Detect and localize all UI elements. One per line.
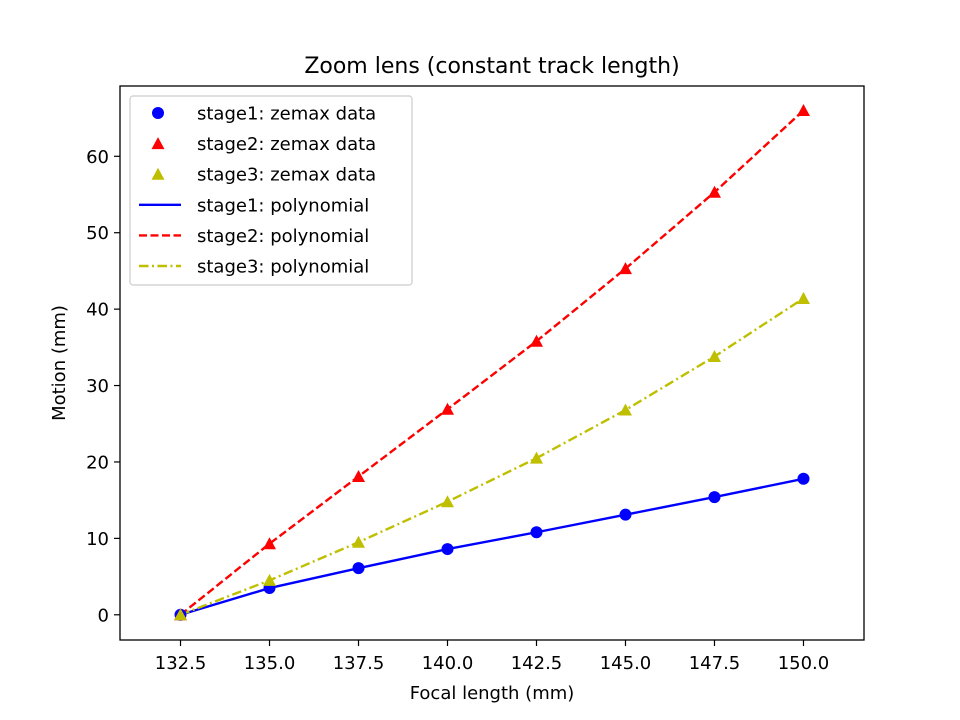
x-axis-label: Focal length (mm) bbox=[410, 683, 575, 704]
legend-marker bbox=[151, 167, 165, 180]
chart-title: Zoom lens (constant track length) bbox=[304, 54, 679, 79]
legend-items: stage1: zemax data stage2: zemax data stag… bbox=[139, 104, 376, 278]
legend-label: stage2: polynomial bbox=[197, 226, 369, 247]
plot-area bbox=[119, 85, 865, 641]
legend-marker bbox=[151, 137, 165, 150]
series-line bbox=[180, 297, 805, 616]
legend-label: stage3: zemax data bbox=[197, 165, 376, 186]
x-tick-label: 142.5 bbox=[511, 653, 563, 674]
axes-frame bbox=[119, 85, 865, 641]
legend-marker bbox=[152, 107, 164, 119]
data-point bbox=[618, 403, 632, 416]
y-axis-label: Motion (mm) bbox=[49, 305, 70, 421]
data-point bbox=[352, 535, 366, 548]
y-axis-ticks: 0 10 20 30 40 50 60 bbox=[86, 147, 120, 626]
data-point bbox=[441, 495, 455, 508]
y-tick-label: 30 bbox=[86, 376, 109, 397]
legend: stage1: zemax data stage2: zemax data stag… bbox=[129, 95, 413, 286]
data-point bbox=[174, 608, 188, 621]
x-tick-label: 140.0 bbox=[422, 653, 474, 674]
data-point bbox=[441, 543, 454, 556]
y-tick-label: 50 bbox=[86, 223, 109, 244]
legend-label: stage2: zemax data bbox=[197, 134, 376, 155]
y-tick-label: 10 bbox=[86, 529, 109, 550]
series-line bbox=[180, 477, 804, 616]
data-point bbox=[707, 350, 721, 363]
data-point bbox=[263, 537, 277, 550]
x-tick-label: 145.0 bbox=[600, 653, 652, 674]
legend-label: stage1: zemax data bbox=[197, 104, 376, 125]
x-axis-ticks: 132.5 135.0 137.5 140.0 142.5 145.0 147.5 150.0 bbox=[155, 640, 829, 674]
data-point bbox=[618, 262, 632, 275]
x-tick-label: 137.5 bbox=[333, 653, 385, 674]
x-tick-label: 147.5 bbox=[689, 653, 741, 674]
legend-label: stage1: polynomial bbox=[197, 195, 369, 216]
data-point bbox=[529, 451, 543, 464]
series-line bbox=[179, 109, 805, 616]
y-tick-label: 60 bbox=[86, 147, 109, 168]
data-point bbox=[796, 103, 810, 116]
series-layer bbox=[174, 103, 810, 621]
data-point bbox=[352, 469, 366, 482]
x-tick-label: 150.0 bbox=[778, 653, 830, 674]
data-point bbox=[352, 562, 365, 575]
y-tick-label: 20 bbox=[86, 452, 109, 473]
data-point bbox=[707, 185, 721, 198]
y-tick-label: 0 bbox=[98, 605, 109, 626]
x-tick-label: 132.5 bbox=[155, 653, 207, 674]
x-tick-label: 135.0 bbox=[244, 653, 296, 674]
y-tick-label: 40 bbox=[86, 300, 109, 321]
data-point bbox=[530, 526, 543, 539]
data-point bbox=[619, 508, 632, 521]
data-point bbox=[708, 491, 721, 504]
data-point bbox=[263, 573, 277, 586]
data-point bbox=[797, 472, 810, 485]
data-point bbox=[529, 334, 543, 347]
legend-label: stage3: polynomial bbox=[197, 257, 369, 278]
legend-box bbox=[129, 95, 413, 286]
data-point bbox=[796, 291, 810, 304]
data-point bbox=[441, 402, 455, 415]
